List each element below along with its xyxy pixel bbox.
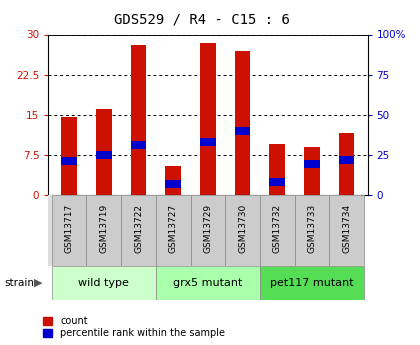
Text: GSM13729: GSM13729 <box>203 204 213 254</box>
Bar <box>121 195 156 266</box>
Bar <box>235 51 250 195</box>
Text: wild type: wild type <box>79 278 129 288</box>
Bar <box>339 156 354 164</box>
Bar <box>235 127 250 135</box>
Bar <box>200 138 216 146</box>
Bar <box>270 144 285 195</box>
Text: GSM13722: GSM13722 <box>134 204 143 253</box>
Text: grx5 mutant: grx5 mutant <box>173 278 243 288</box>
Bar <box>156 266 260 300</box>
Bar <box>191 195 225 266</box>
Bar <box>304 147 320 195</box>
Bar <box>52 195 87 266</box>
Bar <box>96 109 112 195</box>
Bar <box>87 195 121 266</box>
Bar <box>165 166 181 195</box>
Bar <box>131 45 146 195</box>
Bar <box>96 151 112 159</box>
Text: GSM13730: GSM13730 <box>238 204 247 254</box>
Text: ▶: ▶ <box>34 278 43 288</box>
Bar <box>260 266 364 300</box>
Text: GSM13732: GSM13732 <box>273 204 282 254</box>
Bar <box>329 195 364 266</box>
Text: GDS529 / R4 - C15 : 6: GDS529 / R4 - C15 : 6 <box>114 12 289 26</box>
Text: GSM13719: GSM13719 <box>99 204 108 254</box>
Bar <box>339 134 354 195</box>
Legend: count, percentile rank within the sample: count, percentile rank within the sample <box>43 316 225 338</box>
Text: GSM13734: GSM13734 <box>342 204 351 254</box>
Bar <box>165 180 181 188</box>
Bar <box>52 266 156 300</box>
Bar <box>270 178 285 186</box>
Bar <box>131 141 146 149</box>
Text: strain: strain <box>4 278 34 288</box>
Bar <box>61 117 77 195</box>
Bar <box>61 157 77 165</box>
Text: GSM13733: GSM13733 <box>307 204 317 254</box>
Bar <box>225 195 260 266</box>
Text: GSM13727: GSM13727 <box>169 204 178 254</box>
Text: pet117 mutant: pet117 mutant <box>270 278 354 288</box>
Bar <box>304 160 320 168</box>
Bar <box>156 195 191 266</box>
Bar <box>260 195 295 266</box>
Bar <box>295 195 329 266</box>
Bar <box>200 42 216 195</box>
Text: GSM13717: GSM13717 <box>65 204 73 254</box>
